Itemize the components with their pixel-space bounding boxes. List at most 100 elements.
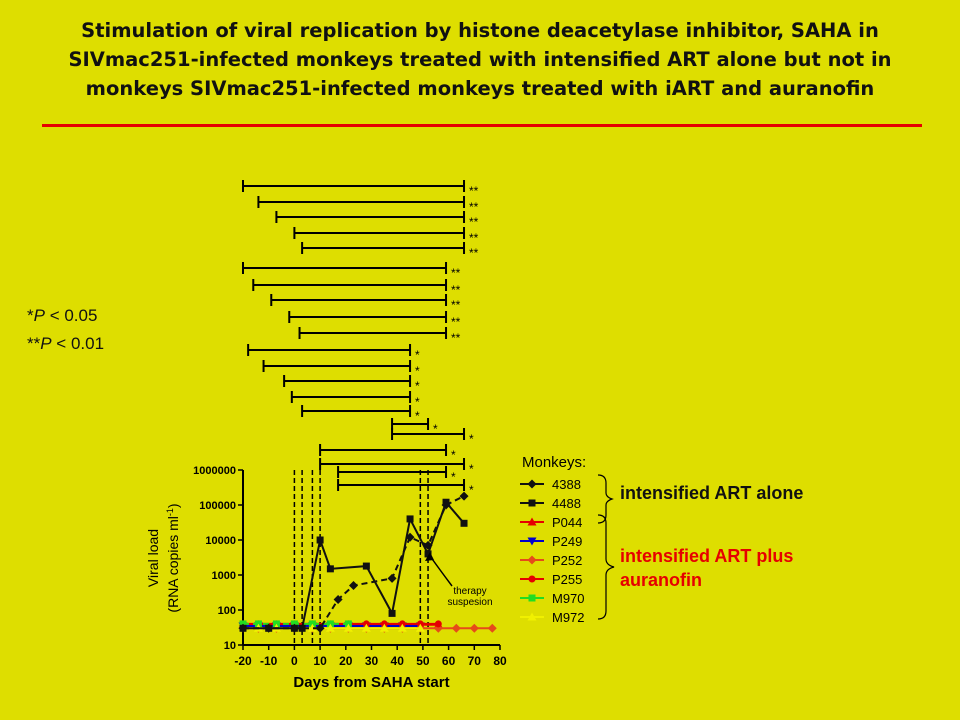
legend-entry: P044 <box>552 515 582 530</box>
y-tick-label: 1000000 <box>193 465 236 477</box>
annotation-arrow <box>429 555 453 587</box>
legend-entry: 4488 <box>552 496 581 511</box>
data-point-P255 <box>434 620 442 628</box>
legend-marker <box>527 479 537 489</box>
significance-label: * <box>451 470 456 484</box>
data-point-4488 <box>442 498 450 506</box>
x-tick-label: 80 <box>493 654 507 668</box>
x-tick-label: 20 <box>339 654 353 668</box>
significance-label: ** <box>469 184 479 198</box>
data-point-4388 <box>349 581 359 591</box>
x-axis-label: Days from SAHA start <box>293 674 449 691</box>
data-point-4488 <box>239 624 247 632</box>
annotation-text: therapy <box>453 586 486 597</box>
x-tick-label: 50 <box>416 654 430 668</box>
group-label-auranofin: intensified ART plus auranofin <box>620 544 793 592</box>
data-point-4488 <box>362 562 370 570</box>
legend-marker <box>527 517 537 526</box>
x-tick-label: 70 <box>468 654 482 668</box>
data-point-4388 <box>333 594 343 604</box>
title-line: monkeys SIVmac251-infected monkeys treat… <box>85 77 875 100</box>
legend-marker <box>527 612 537 621</box>
significance-label: ** <box>451 315 461 329</box>
annotation-arrowhead <box>425 552 434 561</box>
data-point-4488 <box>316 536 324 544</box>
x-tick-label: 0 <box>291 654 298 668</box>
data-point-4388 <box>387 573 397 583</box>
brace-alone <box>597 474 614 524</box>
title-divider <box>42 124 922 127</box>
series-line-4488 <box>243 500 465 630</box>
y-tick-label: 1000 <box>212 570 236 582</box>
y-tick-label: 100000 <box>199 500 236 512</box>
significance-label: * <box>451 448 456 462</box>
legend-marker <box>528 594 536 602</box>
legend-entry: P249 <box>552 534 582 549</box>
y-tick-label: 10 <box>224 640 236 652</box>
significance-label: * <box>433 422 438 436</box>
data-point-4488 <box>326 565 334 573</box>
data-point-4388 <box>459 491 469 501</box>
data-point-4488 <box>298 624 306 632</box>
data-point-4488 <box>290 624 298 632</box>
significance-label: ** <box>469 200 479 214</box>
significance-label: ** <box>451 298 461 312</box>
significance-label: * <box>469 432 474 446</box>
significance-label: * <box>415 409 420 423</box>
title-line: SIVmac251-infected monkeys treated with … <box>68 48 892 71</box>
significance-label: ** <box>469 215 479 229</box>
legend-entry: M970 <box>552 591 585 606</box>
y-tick-label: 10000 <box>205 535 236 547</box>
p-value-single: *P < 0.05 <box>27 306 98 325</box>
significance-label: * <box>415 379 420 393</box>
data-point-4488 <box>265 624 273 632</box>
data-point-M972 <box>343 623 353 632</box>
legend-title: Monkeys: <box>522 454 586 471</box>
significance-label: * <box>469 483 474 497</box>
data-point-M972 <box>361 623 371 632</box>
x-tick-label: 40 <box>391 654 405 668</box>
data-point-M972 <box>307 623 317 632</box>
chart-title: Stimulation of viral replication by hist… <box>20 16 940 103</box>
y-axis-label: Viral load <box>145 529 161 587</box>
legend-marker <box>528 575 536 583</box>
legend-marker <box>527 555 537 565</box>
x-tick-label: 60 <box>442 654 456 668</box>
significance-label: ** <box>451 266 461 280</box>
legend-entry: P255 <box>552 572 582 587</box>
group-label-alone: intensified ART alone <box>620 483 804 503</box>
data-point-M972 <box>397 623 407 632</box>
data-point-P252 <box>451 623 461 633</box>
annotation-text: suspesion <box>447 597 492 608</box>
y-tick-label: 100 <box>218 605 236 617</box>
data-point-4488 <box>460 519 468 527</box>
legend-marker <box>527 537 537 546</box>
p-value-double: **P < 0.01 <box>27 334 105 353</box>
significance-label: * <box>415 364 420 378</box>
series-line-4388 <box>243 495 465 630</box>
legend-entry: P252 <box>552 553 582 568</box>
significance-label: ** <box>469 231 479 245</box>
data-point-M972 <box>415 623 425 632</box>
significance-label: * <box>469 462 474 476</box>
x-tick-label: -20 <box>234 654 252 668</box>
legend-marker <box>528 499 536 507</box>
data-point-P252 <box>469 623 479 633</box>
y-axis-label-unit: (RNA copies ml-1) <box>165 503 181 612</box>
legend-entry: 4388 <box>552 477 581 492</box>
significance-label: * <box>415 395 420 409</box>
significance-label: * <box>415 348 420 362</box>
title-line: Stimulation of viral replication by hist… <box>81 19 879 42</box>
x-tick-label: -10 <box>260 654 278 668</box>
data-point-4388 <box>315 623 325 633</box>
x-tick-label: 30 <box>365 654 379 668</box>
data-point-4488 <box>424 550 432 558</box>
data-point-4488 <box>388 609 396 617</box>
legend-entry: M972 <box>552 610 585 625</box>
data-point-P252 <box>487 623 497 633</box>
data-point-4488 <box>406 515 414 523</box>
brace-auranofin <box>597 514 615 620</box>
significance-label: ** <box>451 283 461 297</box>
group-label-auranofin-line2: auranofin <box>620 570 703 590</box>
